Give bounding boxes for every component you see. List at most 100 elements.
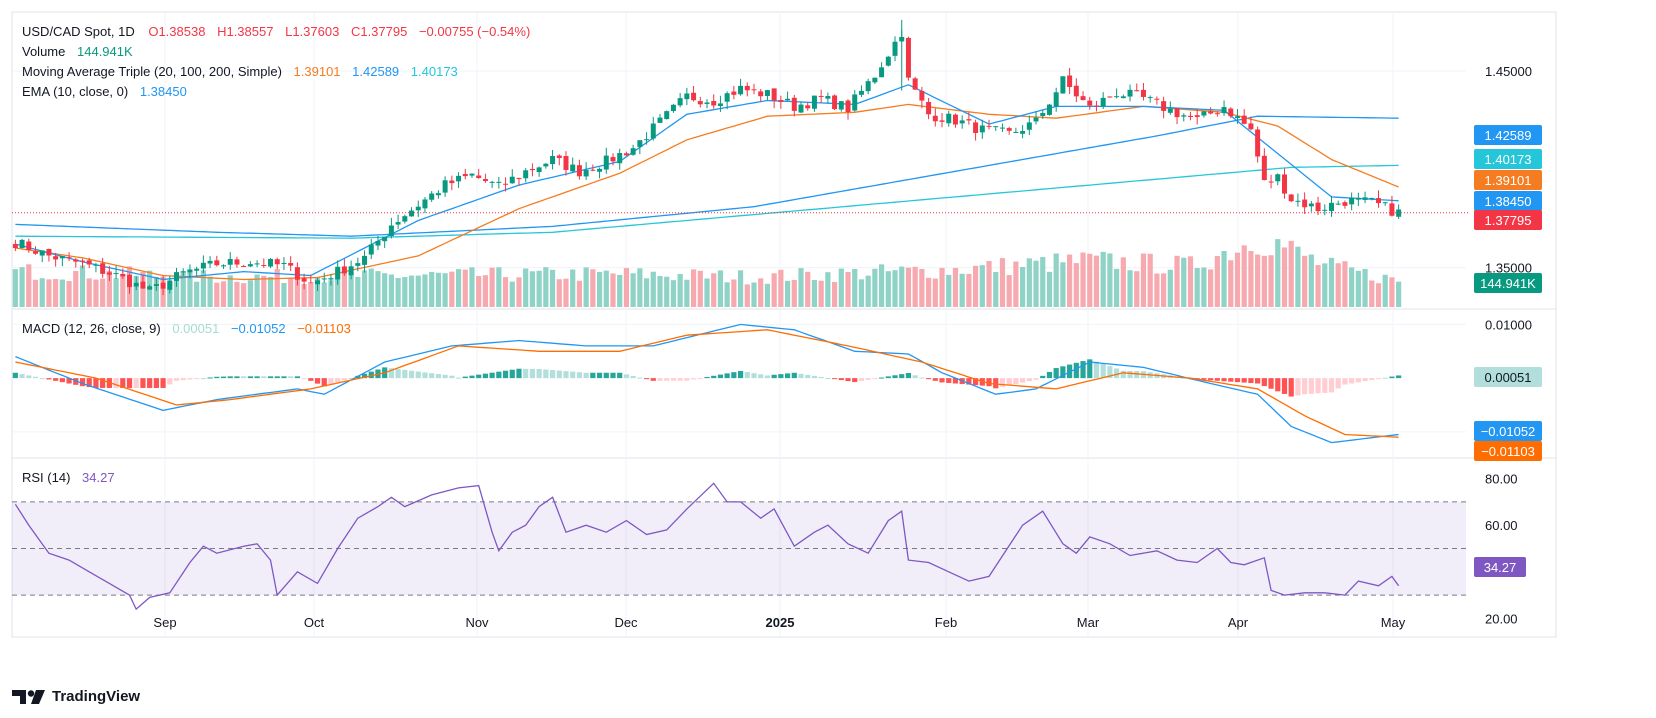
volume-bar bbox=[348, 271, 354, 307]
candle bbox=[1046, 103, 1052, 116]
low-label: L bbox=[285, 24, 293, 39]
macd-histogram-bar bbox=[1355, 378, 1361, 383]
macd-histogram-bar bbox=[234, 376, 240, 379]
y-tick-label: 60.00 bbox=[1485, 518, 1518, 533]
macd-histogram-bar bbox=[993, 378, 999, 389]
volume-bar bbox=[1248, 250, 1254, 307]
macd-histogram-bar bbox=[160, 378, 166, 388]
macd-histogram-bar bbox=[1362, 378, 1368, 382]
macd-histogram-bar bbox=[939, 378, 945, 383]
volume-bar bbox=[66, 281, 72, 307]
volume-bar bbox=[684, 279, 690, 307]
ma100-value: 1.42589 bbox=[352, 64, 400, 79]
candle bbox=[563, 151, 569, 176]
candle-body bbox=[751, 89, 757, 91]
candle-body bbox=[207, 260, 213, 264]
candle-body bbox=[294, 267, 300, 280]
volume-bar bbox=[952, 267, 959, 307]
candle bbox=[529, 163, 535, 177]
candle bbox=[751, 83, 757, 95]
macd-histogram-bar bbox=[1342, 378, 1348, 385]
candle bbox=[644, 132, 650, 145]
volume-bar bbox=[596, 271, 603, 307]
candle bbox=[610, 153, 616, 166]
candle bbox=[1147, 95, 1153, 103]
candle bbox=[429, 191, 435, 203]
macd-histogram-bar bbox=[1315, 378, 1321, 394]
candle-body bbox=[946, 113, 952, 124]
candle-body bbox=[677, 98, 683, 106]
volume-bar bbox=[570, 269, 576, 307]
candle-body bbox=[382, 236, 388, 242]
candle bbox=[254, 260, 260, 268]
candle-body bbox=[261, 264, 267, 266]
candle-body bbox=[711, 100, 717, 106]
candle bbox=[53, 253, 59, 267]
macd-histogram-bar bbox=[1241, 378, 1247, 383]
candle-body bbox=[1147, 97, 1153, 99]
candle-body bbox=[422, 199, 428, 209]
ema10-line bbox=[15, 84, 1399, 281]
volume-bar bbox=[1167, 269, 1173, 307]
macd-histogram-bar bbox=[1335, 378, 1341, 389]
macd-histogram-bar bbox=[335, 378, 341, 383]
volume-bar bbox=[556, 279, 562, 307]
candle bbox=[268, 258, 274, 269]
rsi-label: RSI (14) bbox=[22, 470, 71, 485]
candle bbox=[1201, 111, 1207, 118]
macd-histogram-bar bbox=[1093, 361, 1100, 379]
macd-histogram-bar bbox=[1288, 378, 1294, 397]
macd-histogram-bar bbox=[1006, 378, 1012, 386]
high-value: 1.38557 bbox=[226, 24, 274, 39]
candle bbox=[140, 275, 146, 289]
volume-bar bbox=[758, 278, 764, 307]
candle-body bbox=[254, 263, 260, 265]
macd-histogram-bar bbox=[86, 378, 92, 388]
price-label-ma100: 1.42589 bbox=[1474, 125, 1542, 145]
candle-body bbox=[388, 225, 394, 237]
candle bbox=[167, 276, 173, 294]
candle bbox=[1040, 110, 1046, 119]
volume-bar bbox=[314, 277, 321, 307]
macd-histogram-bar bbox=[502, 370, 509, 379]
volume-bar bbox=[925, 277, 932, 307]
macd-histogram-bar bbox=[798, 373, 804, 379]
volume-bar bbox=[643, 278, 650, 307]
candle-body bbox=[670, 104, 676, 112]
tradingview-logo[interactable]: TradingView bbox=[12, 688, 140, 705]
candle-body bbox=[1275, 174, 1281, 182]
volume-bar bbox=[449, 271, 455, 307]
macd-histogram-bar bbox=[563, 371, 569, 379]
volume-bar bbox=[274, 269, 280, 307]
candle bbox=[200, 255, 206, 273]
volume-bar bbox=[100, 278, 106, 307]
candle bbox=[301, 273, 307, 290]
candle-body bbox=[281, 262, 287, 264]
volume-bar bbox=[536, 270, 542, 307]
candle-body bbox=[912, 78, 918, 90]
volume-bar bbox=[32, 279, 39, 307]
volume-bar bbox=[1362, 268, 1368, 307]
candle-body bbox=[738, 85, 744, 95]
macd-histogram-bar bbox=[1308, 378, 1314, 394]
volume-bar bbox=[1268, 255, 1274, 307]
macd-histogram-bar bbox=[167, 378, 173, 385]
price-label-box bbox=[1474, 557, 1526, 577]
y-tick-label: 20.00 bbox=[1485, 611, 1518, 626]
macd-histogram-bar bbox=[274, 376, 280, 379]
x-tick-label: Dec bbox=[614, 615, 638, 630]
volume-bar bbox=[563, 278, 569, 307]
candle bbox=[825, 92, 831, 104]
volume-bar bbox=[1093, 255, 1100, 307]
volume-bar bbox=[502, 277, 509, 307]
candle bbox=[818, 89, 824, 104]
candle-body bbox=[1308, 203, 1314, 207]
macd-histogram-bar bbox=[1281, 378, 1288, 394]
candle bbox=[959, 115, 965, 129]
macd-histogram-bar bbox=[724, 373, 730, 379]
macd-histogram-bar bbox=[919, 377, 925, 379]
macd-label-signal: −0.01103 bbox=[1474, 441, 1542, 461]
volume-bar bbox=[905, 267, 912, 307]
candle bbox=[503, 177, 509, 192]
candle-body bbox=[610, 157, 616, 162]
